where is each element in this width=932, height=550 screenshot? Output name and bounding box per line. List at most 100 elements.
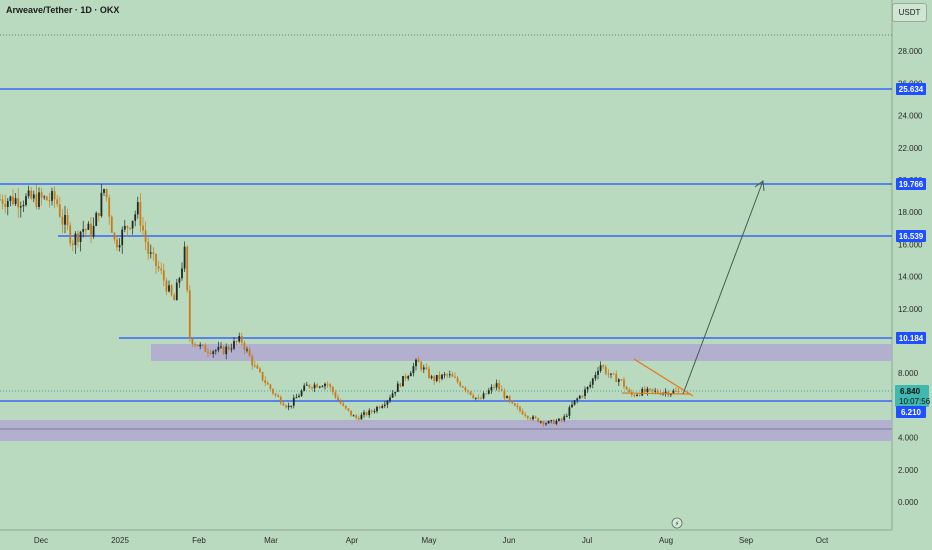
candle-body xyxy=(443,374,446,376)
flash-event-icon[interactable] xyxy=(671,517,683,529)
candle-body xyxy=(157,266,160,269)
candle-body xyxy=(357,418,360,420)
candle-body xyxy=(350,410,352,416)
candle-body xyxy=(506,396,508,399)
candle-body xyxy=(597,370,599,375)
candle-body xyxy=(149,252,152,254)
candle-body xyxy=(584,389,586,396)
candle-body xyxy=(438,374,441,379)
candle-body xyxy=(407,376,410,379)
candle-body xyxy=(386,400,389,405)
candle-body xyxy=(14,198,17,205)
candle-body xyxy=(565,415,568,417)
label-6210: 6.210 xyxy=(901,408,922,417)
candle-body xyxy=(56,199,59,205)
candle-body xyxy=(467,390,469,392)
candle-body xyxy=(45,196,48,201)
triangle-upper-line[interactable] xyxy=(633,358,694,397)
triangle-lower-line[interactable] xyxy=(621,392,691,395)
candle-body xyxy=(139,202,142,226)
candle-body xyxy=(48,200,51,202)
candle-body xyxy=(201,344,204,346)
candle-body xyxy=(547,421,550,424)
candle-body xyxy=(131,220,134,229)
candle-body xyxy=(272,389,274,394)
label-25634: 25.634 xyxy=(899,85,924,94)
candle-body xyxy=(347,408,350,411)
time-axis-ticks: Dec 2025 Feb Mar Apr May Jun Jul Aug Sep Oct xyxy=(34,536,829,545)
candle-body xyxy=(126,225,129,228)
candle-body xyxy=(300,390,303,396)
candle-body xyxy=(12,196,14,205)
candle-body xyxy=(290,405,293,407)
candle-body xyxy=(84,229,87,231)
candle-body xyxy=(134,214,137,221)
candle-body xyxy=(521,410,524,415)
candle-body xyxy=(402,375,404,387)
candle-body xyxy=(617,379,620,382)
candle-body xyxy=(433,376,436,381)
candle-body xyxy=(591,378,594,385)
candle-body xyxy=(142,225,144,231)
candle-body xyxy=(604,366,607,374)
candle-body xyxy=(87,223,90,230)
candle-body xyxy=(173,295,176,301)
candle-body xyxy=(30,190,33,199)
candle-body xyxy=(305,384,308,386)
y-tick-label: 22.000 xyxy=(898,144,923,153)
label-19766: 19.766 xyxy=(899,180,924,189)
x-tick-label: Apr xyxy=(346,536,359,545)
candle-body xyxy=(625,386,628,390)
candle-body xyxy=(451,374,454,377)
candle-body xyxy=(594,374,597,379)
candle-body xyxy=(246,349,248,351)
candle-body xyxy=(641,388,644,396)
x-tick-label: Sep xyxy=(739,536,754,545)
candle-body xyxy=(71,243,74,246)
candle-body xyxy=(196,344,199,347)
candle-body xyxy=(602,365,605,367)
candle-body xyxy=(578,395,581,399)
candle-body xyxy=(121,229,124,246)
candle-body xyxy=(199,344,202,347)
candle-body xyxy=(638,394,641,396)
candle-body xyxy=(324,383,326,387)
candle-body xyxy=(40,192,43,198)
candle-body xyxy=(82,229,85,232)
candle-body xyxy=(612,373,615,375)
candle-body xyxy=(399,383,402,387)
candle-body xyxy=(487,390,490,394)
candle-body xyxy=(25,196,27,205)
candle-body xyxy=(295,397,298,399)
candle-body xyxy=(51,191,53,201)
candle-body xyxy=(495,383,498,388)
candle-body xyxy=(534,416,537,419)
candle-body xyxy=(155,253,157,267)
candle-body xyxy=(352,415,355,417)
candle-body xyxy=(282,403,285,406)
candle-body xyxy=(32,194,35,199)
candle-body xyxy=(417,359,420,363)
candle-body xyxy=(183,246,186,269)
candle-body xyxy=(261,371,264,381)
candle-body xyxy=(220,346,222,348)
candle-body xyxy=(365,412,368,416)
candle-body xyxy=(77,233,79,242)
candle-body xyxy=(391,393,394,398)
projection-arrow-line[interactable] xyxy=(682,180,764,395)
candle-body xyxy=(225,346,228,355)
candle-body xyxy=(97,212,100,217)
candle-body xyxy=(370,410,373,412)
candle-body xyxy=(568,407,571,416)
candle-body xyxy=(409,373,412,377)
candle-body xyxy=(422,367,425,370)
candle-body xyxy=(503,390,506,399)
candle-body xyxy=(526,415,529,419)
candle-body xyxy=(214,350,217,352)
candle-body xyxy=(227,346,230,350)
candle-body xyxy=(376,406,378,412)
candle-body xyxy=(482,393,485,399)
candle-body xyxy=(188,290,191,339)
